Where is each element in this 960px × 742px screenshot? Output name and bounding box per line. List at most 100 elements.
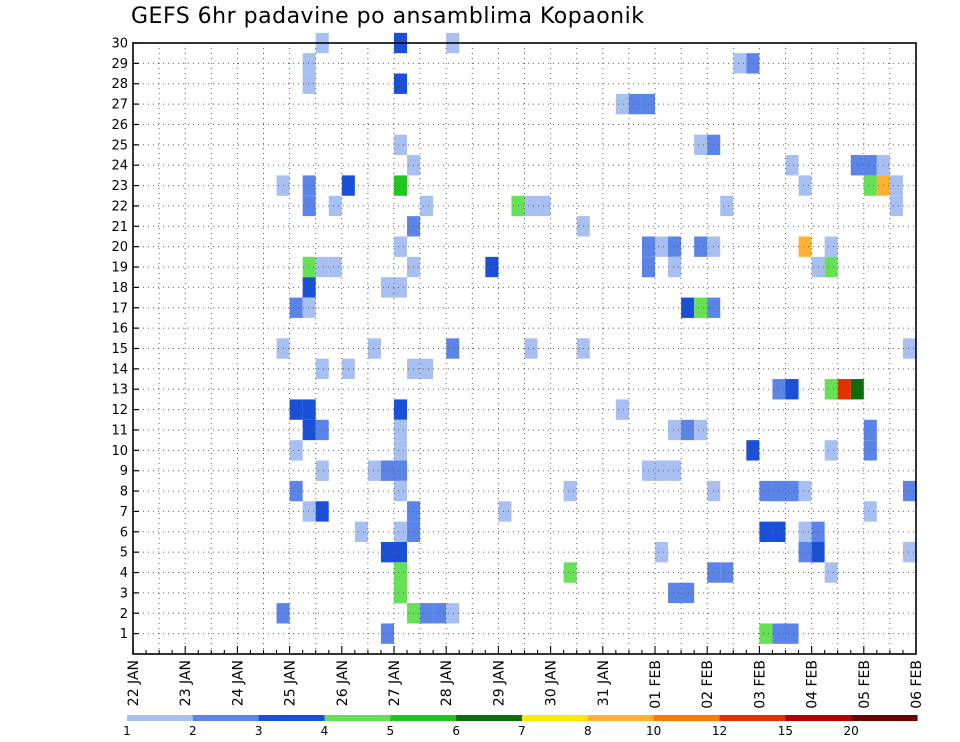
- legend-label: 8: [584, 724, 592, 738]
- heatmap-cell: [668, 582, 682, 604]
- heatmap-cell: [328, 195, 342, 217]
- heatmap-cell: [328, 256, 342, 278]
- heatmap-cell: [681, 297, 695, 318]
- y-tick-label: 6: [120, 525, 128, 540]
- y-tick-label: 5: [120, 546, 128, 561]
- y-tick-label: 15: [111, 342, 128, 357]
- heatmap-cell: [394, 134, 408, 156]
- x-tick-label: 29 JAN: [491, 660, 507, 706]
- heatmap-cell: [668, 419, 682, 441]
- heatmap-cell: [824, 562, 838, 583]
- heatmap-cell: [420, 603, 434, 624]
- heatmap-cell: [446, 603, 460, 624]
- heatmap-cell: [433, 603, 447, 624]
- heatmap-cell: [615, 93, 629, 115]
- y-tick-label: 12: [111, 403, 128, 418]
- heatmap-cell: [302, 501, 316, 522]
- heatmap-cell: [863, 501, 877, 522]
- heatmap-cell: [315, 256, 329, 278]
- y-axis: 1234567891011121314151617181920212223242…: [111, 37, 139, 642]
- grid-lines: [133, 43, 916, 654]
- heatmap-cell: [798, 236, 812, 257]
- x-axis: 22 JAN 23 JAN 24 JAN 25 JAN 26 JAN 27 JAN 28 J…: [126, 646, 925, 709]
- x-tick-label: 24 JAN: [230, 660, 246, 706]
- y-tick-label: 30: [111, 37, 128, 52]
- x-tick-label: 22 JAN: [126, 660, 142, 706]
- heatmap-cell: [694, 134, 708, 156]
- x-tick-label: 26 JAN: [335, 660, 351, 706]
- heatmap-cell: [720, 195, 734, 217]
- heatmap-cells: [276, 32, 916, 644]
- heatmap-cell: [511, 195, 525, 217]
- legend-swatch: [192, 715, 260, 721]
- heatmap-cell: [902, 541, 916, 563]
- y-tick-label: 27: [111, 98, 128, 113]
- heatmap-cell: [733, 53, 747, 74]
- heatmap-cell: [694, 236, 708, 257]
- legend-label: 5: [387, 724, 395, 738]
- y-tick-label: 21: [111, 220, 128, 235]
- heatmap-cell: [498, 501, 512, 522]
- y-tick-label: 28: [111, 77, 128, 92]
- y-tick-label: 25: [111, 138, 128, 153]
- heatmap-cell: [302, 399, 316, 420]
- heatmap-cell: [315, 501, 329, 522]
- y-tick-label: 18: [111, 281, 128, 296]
- heatmap-cell: [394, 236, 408, 257]
- heatmap-cell: [863, 175, 877, 196]
- legend-label: 10: [646, 724, 661, 738]
- legend-swatch: [851, 715, 918, 721]
- y-tick-label: 16: [111, 322, 128, 337]
- heatmap-cell: [681, 582, 695, 604]
- y-tick-label: 10: [111, 444, 128, 459]
- x-tick-label: 23 JAN: [178, 660, 194, 706]
- heatmap-cell: [380, 277, 394, 298]
- heatmap-cell: [315, 419, 329, 441]
- heatmap-cell: [289, 440, 303, 461]
- heatmap-cell: [394, 562, 408, 583]
- y-tick-label: 1: [120, 627, 128, 642]
- legend-swatch: [653, 715, 720, 721]
- heatmap-cell: [367, 460, 381, 481]
- heatmap-cell: [863, 440, 877, 461]
- legend-swatch: [785, 715, 852, 721]
- y-tick-label: 29: [111, 57, 128, 72]
- heatmap-cell: [302, 73, 316, 94]
- heatmap-cell: [837, 379, 851, 400]
- legend-swatch: [587, 715, 655, 721]
- heatmap-cell: [655, 541, 669, 563]
- heatmap-cell: [850, 379, 864, 400]
- legend: 1 2 3 4 5 6 7 8 10 12 15 20: [123, 715, 918, 738]
- heatmap-cell: [798, 480, 812, 502]
- heatmap-cell: [798, 175, 812, 196]
- heatmap-cell: [694, 297, 708, 318]
- heatmap-cell: [394, 521, 408, 542]
- legend-label: 1: [123, 724, 131, 738]
- heatmap-cell: [354, 521, 368, 542]
- heatmap-cell: [850, 155, 864, 176]
- x-tick-label: 06 FEB: [909, 660, 925, 709]
- x-tick-label: 28 JAN: [439, 660, 455, 706]
- heatmap-cell: [302, 256, 316, 278]
- heatmap-cell: [746, 53, 760, 74]
- heatmap-cell: [759, 480, 773, 502]
- heatmap-cell: [394, 582, 408, 604]
- heatmap-cell: [655, 236, 669, 257]
- heatmap-cell: [289, 480, 303, 502]
- y-tick-label: 13: [111, 383, 128, 398]
- legend-label: 12: [712, 724, 727, 738]
- y-tick-label: 4: [120, 566, 128, 581]
- heatmap-cell: [785, 155, 799, 176]
- x-tick-label: 30 JAN: [544, 660, 560, 706]
- x-tick-label: 27 JAN: [387, 660, 403, 706]
- y-tick-label: 14: [111, 362, 128, 377]
- chart-title: GEFS 6hr padavine po ansamblima Kopaonik: [131, 4, 645, 29]
- heatmap-cell: [380, 460, 394, 481]
- legend-label: 6: [452, 724, 460, 738]
- heatmap-cell: [394, 440, 408, 461]
- heatmap-cell: [302, 195, 316, 217]
- heatmap-cell: [315, 460, 329, 481]
- heatmap-cell: [394, 480, 408, 502]
- legend-label: 7: [518, 724, 526, 738]
- heatmap-cell: [394, 175, 408, 196]
